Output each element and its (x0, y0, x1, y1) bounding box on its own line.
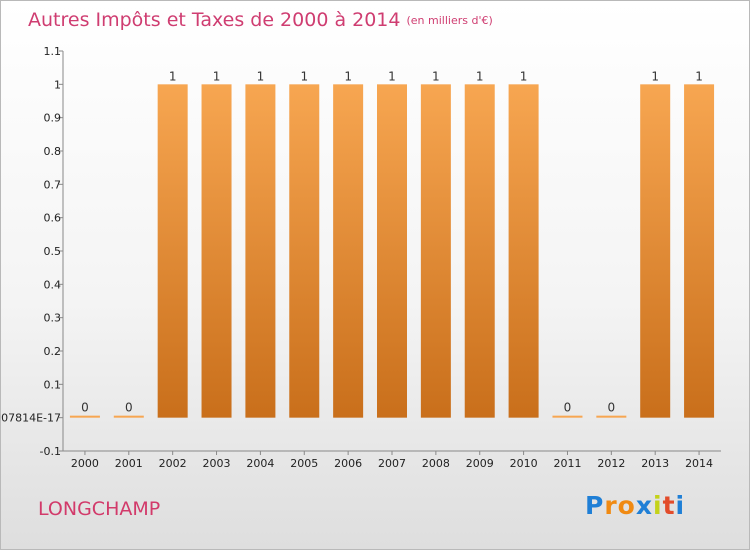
data-label: 0 (125, 401, 133, 415)
x-tick-label: 2014 (685, 457, 713, 470)
bar (640, 84, 671, 418)
logo-letter: t (662, 491, 676, 520)
x-tick-label: 2013 (641, 457, 669, 470)
x-tick-label: 2002 (159, 457, 187, 470)
data-label: 0 (81, 401, 89, 415)
bar (201, 84, 232, 418)
bar (552, 415, 583, 418)
x-tick-label: 2005 (290, 457, 318, 470)
data-label: 1 (257, 69, 265, 83)
data-label: 0 (564, 401, 572, 415)
data-label: 1 (432, 69, 440, 83)
data-label: 0 (608, 401, 616, 415)
data-label: 1 (651, 69, 659, 83)
y-tick-label: 1 (54, 78, 61, 91)
x-tick-label: 2007 (378, 457, 406, 470)
y-tick-label: 0.5 (44, 245, 62, 258)
logo-letter: o (617, 491, 636, 520)
bar (113, 415, 144, 418)
x-tick-label: 2001 (115, 457, 143, 470)
data-label: 1 (169, 69, 177, 83)
chart-title-text: Autres Impôts et Taxes de 2000 à 2014 (28, 9, 401, 31)
logo-letter: P (585, 491, 605, 520)
data-label: 1 (300, 69, 308, 83)
logo-letter: i (653, 491, 663, 520)
chart-title: Autres Impôts et Taxes de 2000 à 2014 (en… (28, 9, 493, 31)
bar (684, 84, 715, 418)
y-tick-label: 1.1 (44, 45, 62, 58)
chart-subtitle: (en milliers d'€) (406, 14, 493, 27)
bar (508, 84, 539, 418)
y-tick-label: -0.1 (40, 445, 61, 458)
data-label: 1 (520, 69, 528, 83)
x-tick-label: 2008 (422, 457, 450, 470)
x-tick-label: 2003 (203, 457, 231, 470)
x-tick-label: 2010 (510, 457, 538, 470)
y-tick-label: 0.8 (44, 145, 62, 158)
bar (69, 415, 100, 418)
y-tick-label: 0.2 (44, 345, 62, 358)
y-tick-label: 0.3 (44, 312, 62, 325)
x-tick-label: 2004 (246, 457, 274, 470)
bar (157, 84, 188, 418)
data-label: 1 (344, 69, 352, 83)
y-tick-label: 0.6 (44, 212, 62, 225)
y-tick-label: 1.3877787807814E-17 (1, 412, 61, 425)
bar (464, 84, 495, 418)
x-tick-label: 2011 (553, 457, 581, 470)
bar (596, 415, 627, 418)
x-tick-label: 2006 (334, 457, 362, 470)
y-tick-label: 0.4 (44, 278, 62, 291)
data-label: 1 (388, 69, 396, 83)
y-tick-label: 0.7 (44, 178, 62, 191)
bar (333, 84, 364, 418)
bar (377, 84, 407, 418)
proxiti-logo: Proxiti (585, 491, 685, 520)
logo-letter: x (635, 491, 653, 520)
data-label: 1 (213, 69, 221, 83)
data-label: 1 (476, 69, 484, 83)
x-tick-label: 2000 (71, 457, 99, 470)
logo-letter: r (604, 491, 618, 520)
logo-letter: i (675, 491, 686, 520)
bar (289, 84, 320, 418)
location-name: LONGCHAMP (38, 498, 161, 520)
bar (245, 84, 276, 418)
data-label: 1 (695, 69, 703, 83)
y-tick-label: 0.9 (44, 112, 62, 125)
bar (420, 84, 451, 418)
x-tick-label: 2012 (597, 457, 625, 470)
y-tick-label: 0.1 (44, 378, 62, 391)
x-tick-label: 2009 (466, 457, 494, 470)
